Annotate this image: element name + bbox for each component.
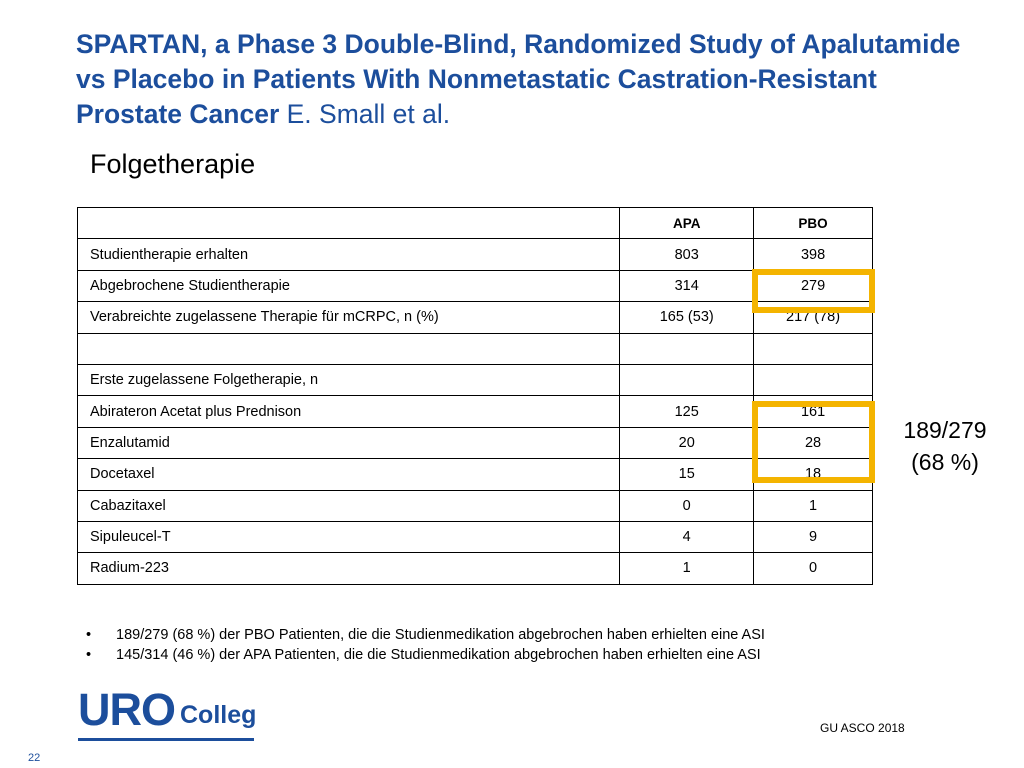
apa-value: 314 bbox=[619, 269, 755, 303]
table-row bbox=[76, 332, 873, 365]
table-header-row: APA PBO bbox=[76, 206, 873, 240]
row-label: Cabazitaxel bbox=[76, 489, 621, 522]
bullet-item: • 189/279 (68 %) der PBO Patienten, die d… bbox=[86, 625, 765, 645]
pbo-value: 398 bbox=[753, 238, 873, 271]
row-label: Abirateron Acetat plus Prednison bbox=[76, 395, 621, 428]
row-label: Studientherapie erhalten bbox=[76, 238, 621, 271]
row-label: Abgebrochene Studientherapie bbox=[76, 269, 621, 303]
bullet-text: 189/279 (68 %) der PBO Patienten, die di… bbox=[116, 627, 765, 643]
apa-value bbox=[619, 363, 755, 397]
callout-percent: (68 %) bbox=[911, 449, 979, 475]
table-row: Enzalutamid 20 28 bbox=[76, 426, 873, 460]
table-row: Erste zugelassene Folgetherapie, n bbox=[76, 363, 873, 397]
bullet-icon: • bbox=[86, 627, 92, 643]
table-row: Sipuleucel-T 4 9 bbox=[76, 520, 873, 554]
pbo-value: 161 bbox=[753, 395, 873, 428]
row-label: Enzalutamid bbox=[76, 426, 621, 460]
table-row: Studientherapie erhalten 803 398 bbox=[76, 238, 873, 271]
apa-value: 15 bbox=[619, 458, 755, 491]
apa-value: 125 bbox=[619, 395, 755, 428]
row-label: Verabreichte zugelassene Therapie für mC… bbox=[76, 301, 621, 334]
pbo-value: 28 bbox=[753, 426, 873, 460]
urocolleg-logo: URO Colleg bbox=[78, 686, 258, 746]
bullet-list: • 189/279 (68 %) der PBO Patienten, die d… bbox=[86, 625, 765, 665]
row-label: Erste zugelassene Folgetherapie, n bbox=[76, 363, 621, 397]
row-label bbox=[76, 332, 621, 365]
pbo-value bbox=[753, 332, 873, 365]
highlight-box-asi bbox=[752, 401, 875, 483]
row-label: Radium-223 bbox=[76, 552, 621, 585]
row-label: Sipuleucel-T bbox=[76, 520, 621, 554]
row-label: Docetaxel bbox=[76, 458, 621, 491]
page-number: 22 bbox=[28, 752, 41, 764]
slide-subtitle: Folgetherapie bbox=[90, 149, 256, 179]
header-label bbox=[76, 206, 621, 240]
table-row: Radium-223 1 0 bbox=[76, 552, 873, 585]
apa-value: 165 (53) bbox=[619, 301, 755, 334]
logo-uro-text: URO bbox=[78, 684, 176, 735]
bullet-item: • 145/314 (46 %) der APA Patienten, die d… bbox=[86, 645, 765, 665]
apa-value: 0 bbox=[619, 489, 755, 522]
callout-ratio: 189/279 bbox=[903, 417, 987, 443]
pbo-value bbox=[753, 363, 873, 397]
header-pbo: PBO bbox=[753, 206, 873, 240]
table-row: Cabazitaxel 0 1 bbox=[76, 489, 873, 522]
asi-callout: 189/279 (68 %) bbox=[885, 414, 1005, 478]
pbo-value: 0 bbox=[753, 552, 873, 585]
title-main: SPARTAN, a Phase 3 Double-Blind, Randomi… bbox=[76, 29, 961, 129]
bullet-icon: • bbox=[86, 647, 92, 663]
apa-value: 1 bbox=[619, 552, 755, 585]
apa-value: 803 bbox=[619, 238, 755, 271]
apa-value: 20 bbox=[619, 426, 755, 460]
apa-value bbox=[619, 332, 755, 365]
pbo-value: 217 (78) bbox=[753, 301, 873, 334]
table-row: Docetaxel 15 18 bbox=[76, 458, 873, 491]
pbo-value: 18 bbox=[753, 458, 873, 491]
title-authors: E. Small et al. bbox=[279, 99, 451, 129]
bullet-text: 145/314 (46 %) der APA Patienten, die di… bbox=[116, 647, 761, 663]
highlight-box-discontinued bbox=[752, 269, 875, 313]
apa-value: 4 bbox=[619, 520, 755, 554]
table-row: Abirateron Acetat plus Prednison 125 161 bbox=[76, 395, 873, 428]
logo-underline bbox=[78, 738, 254, 741]
header-apa: APA bbox=[619, 206, 755, 240]
source-citation: GU ASCO 2018 bbox=[820, 721, 905, 735]
table-row: Verabreichte zugelassene Therapie für mC… bbox=[76, 301, 873, 334]
slide-title: SPARTAN, a Phase 3 Double-Blind, Randomi… bbox=[76, 27, 976, 132]
followup-therapy-table: APA PBO Studientherapie erhalten 803 398 A… bbox=[76, 206, 873, 585]
pbo-value: 1 bbox=[753, 489, 873, 522]
pbo-value: 9 bbox=[753, 520, 873, 554]
logo-colleg-text: Colleg bbox=[180, 701, 257, 729]
